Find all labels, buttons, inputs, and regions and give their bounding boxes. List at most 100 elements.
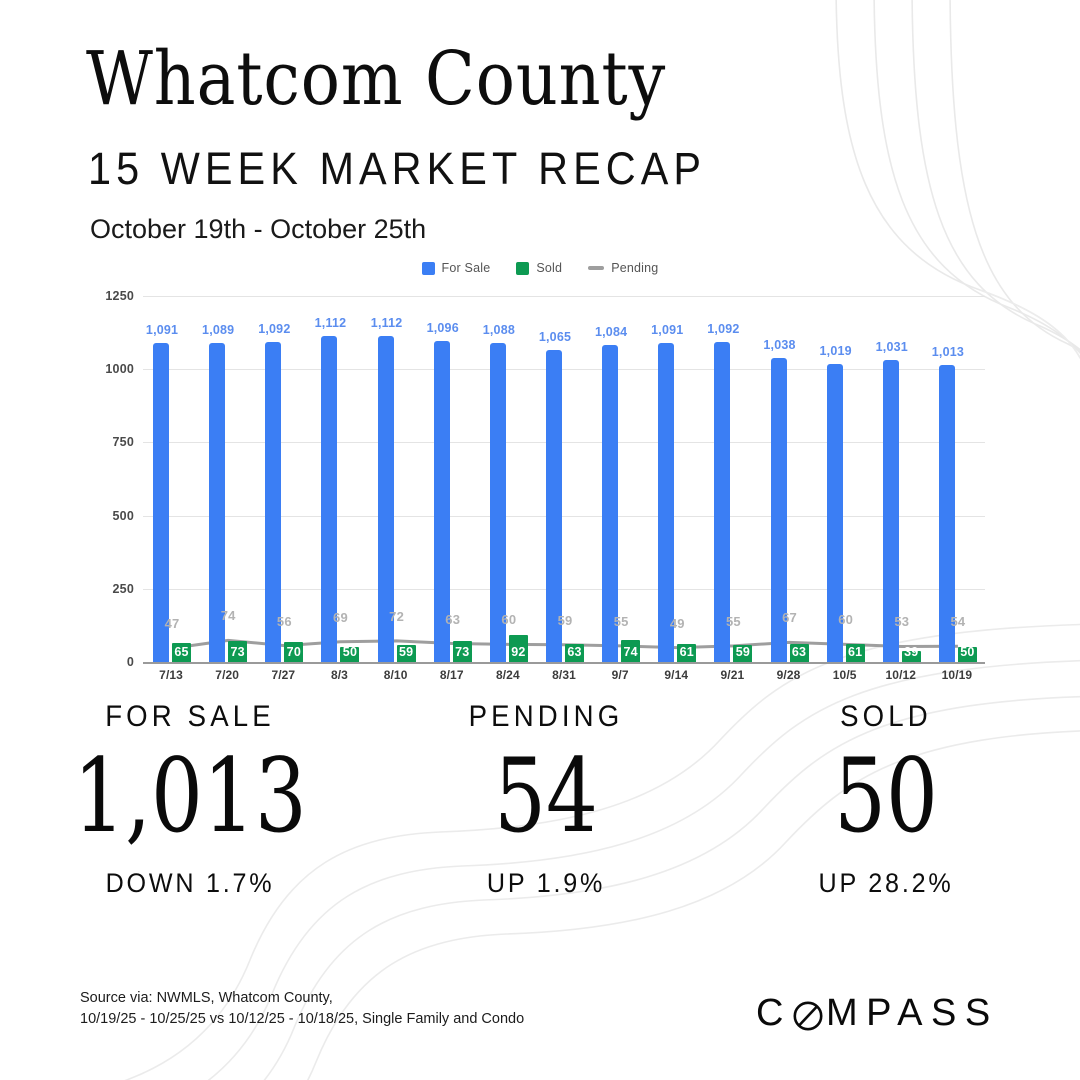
for-sale-bar	[714, 342, 731, 662]
for-sale-bar	[153, 342, 170, 662]
stat-block: FOR SALE 1,013 DOWN 1.7%	[0, 700, 390, 899]
x-axis-tick-label: 8/10	[383, 668, 408, 682]
sold-value-label: 63	[567, 645, 582, 659]
for-sale-value-label: 1,091	[145, 322, 179, 337]
pending-value-label: 47	[164, 616, 180, 632]
for-sale-bar	[265, 342, 282, 662]
for-sale-bar	[938, 365, 955, 662]
for-sale-bar	[433, 341, 450, 662]
x-axis-tick-label: 8/31	[552, 668, 576, 682]
for-sale-bar	[602, 344, 619, 662]
pending-value-label: 74	[220, 608, 236, 624]
stat-label: FOR SALE	[105, 700, 275, 733]
stat-label: SOLD	[840, 700, 932, 733]
sold-value-label: 39	[904, 645, 919, 659]
for-sale-bar	[321, 336, 338, 662]
legend-label-pending: Pending	[611, 261, 659, 275]
x-axis-tick-label: 9/7	[611, 668, 629, 682]
chart-gridline	[143, 296, 985, 297]
compass-letter-c: C	[756, 992, 792, 1034]
x-axis-tick-label: 8/24	[495, 668, 520, 682]
compass-letters-mpass: MPASS	[825, 992, 999, 1034]
pending-value-label: 63	[445, 611, 461, 627]
page-title: Whatcom County	[86, 36, 667, 122]
legend-label-sold: Sold	[536, 261, 563, 275]
pending-value-label: 59	[557, 612, 573, 628]
sold-value-label: 65	[174, 645, 189, 659]
chart-plot-area: 0 250 500 750 1000 1250 1,091 65 47 7/13 1,089 73 74…	[105, 289, 985, 682]
for-sale-value-label: 1,112	[370, 316, 403, 331]
for-sale-value-label: 1,092	[707, 322, 740, 337]
for-sale-value-label: 1,038	[763, 338, 796, 353]
chart-gridline	[143, 369, 985, 371]
y-axis-tick-label: 500	[112, 508, 134, 523]
for-sale-value-label: 1,091	[651, 322, 684, 337]
for-sale-bar	[826, 363, 843, 662]
legend-label-for-sale: For Sale	[441, 261, 491, 275]
pending-value-label: 55	[613, 613, 629, 629]
date-range: October 19th - October 25th	[90, 214, 427, 244]
for-sale-bar	[546, 350, 562, 662]
legend-swatch-sold	[516, 261, 530, 275]
compass-slashed-o-icon	[792, 994, 826, 1034]
legend-item-sold: Sold	[516, 261, 562, 275]
legend-swatch-for-sale	[421, 261, 435, 275]
stat-delta: UP 28.2%	[818, 868, 954, 898]
x-axis-tick-label: 10/5	[832, 668, 857, 682]
x-axis-tick-label: 10/12	[885, 668, 917, 682]
sold-value-label: 50	[342, 645, 358, 659]
for-sale-bar	[658, 342, 675, 662]
y-axis-tick-label: 750	[112, 435, 134, 450]
chart-gridline	[143, 588, 985, 590]
legend-item-pending: Pending	[588, 261, 658, 275]
pending-value-label: 54	[950, 614, 966, 630]
sold-value-label: 92	[511, 645, 526, 659]
chart-gridline	[143, 442, 985, 444]
for-sale-value-label: 1,096	[426, 321, 459, 336]
stat-value: 54	[494, 737, 598, 856]
x-axis-tick-label: 9/28	[776, 668, 801, 682]
y-axis-tick-label: 0	[126, 655, 134, 669]
x-axis-tick-label: 8/3	[330, 668, 348, 682]
sold-value-label: 50	[960, 645, 975, 659]
pending-value-label: 55	[725, 613, 741, 629]
market-recap-chart: 0 250 500 750 1000 1250 1,091 65 47 7/13 1,089 73 74…	[95, 288, 985, 688]
for-sale-value-label: 1,088	[482, 323, 515, 338]
source-note: Source via: NWMLS, Whatcom County, 10/19…	[80, 988, 524, 1030]
sold-value-label: 74	[623, 645, 638, 659]
pending-value-label: 60	[838, 612, 854, 628]
sold-value-label: 61	[848, 645, 863, 659]
for-sale-value-label: 1,092	[258, 322, 291, 337]
for-sale-bar	[489, 343, 506, 662]
sold-value-label: 70	[286, 645, 301, 659]
x-axis-tick-label: 7/27	[271, 668, 296, 682]
sold-value-label: 59	[398, 645, 414, 659]
pending-value-label: 67	[782, 610, 797, 626]
pending-value-label: 72	[389, 608, 405, 624]
stat-label: PENDING	[468, 700, 624, 733]
y-axis-tick-label: 1250	[105, 289, 134, 303]
sold-value-label: 73	[230, 645, 245, 659]
for-sale-value-label: 1,084	[594, 324, 628, 339]
legend-dash-pending	[588, 266, 605, 270]
for-sale-value-label: 1,013	[931, 345, 965, 360]
pending-value-label: 56	[276, 613, 292, 629]
sold-value-label: 59	[735, 645, 751, 659]
pending-value-label: 60	[501, 612, 517, 628]
for-sale-value-label: 1,031	[875, 340, 908, 355]
legend-item-for-sale: For Sale	[421, 261, 491, 275]
page-subtitle: 15 WEEK MARKET RECAP	[88, 143, 707, 194]
sold-value-label: 61	[679, 645, 694, 659]
source-line-2: 10/19/25 - 10/25/25 vs 10/12/25 - 10/18/…	[80, 1011, 525, 1028]
compass-wordmark: C MPASS	[756, 992, 999, 1035]
sold-value-label: 73	[455, 645, 470, 659]
for-sale-bar	[882, 360, 899, 662]
chart-legend: For Sale Sold Pending	[0, 261, 1080, 275]
pending-value-label: 49	[669, 615, 685, 631]
x-axis-tick-label: 9/21	[720, 668, 745, 682]
x-axis-tick-label: 7/20	[215, 668, 240, 682]
for-sale-value-label: 1,089	[202, 323, 235, 338]
x-axis-tick-label: 10/19	[941, 668, 973, 682]
stat-block: SOLD 50 UP 28.2%	[686, 700, 1080, 899]
